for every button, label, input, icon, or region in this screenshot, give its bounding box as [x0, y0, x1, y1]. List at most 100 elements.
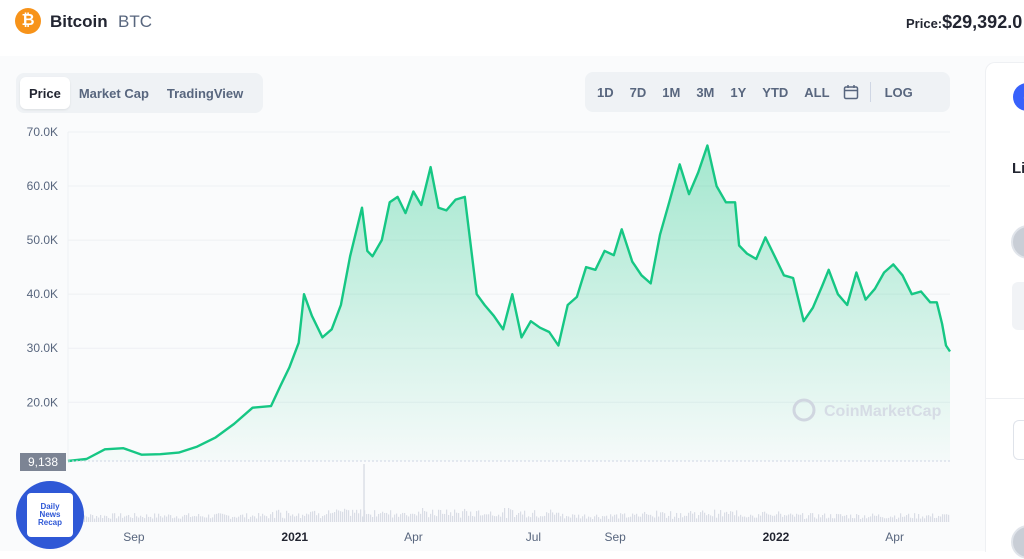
- range-1d-button[interactable]: 1D: [597, 84, 614, 100]
- volume-bar: [558, 512, 560, 522]
- range-7d-button[interactable]: 7D: [629, 84, 647, 100]
- volume-bar: [540, 516, 542, 522]
- volume-bar: [288, 513, 290, 522]
- volume-bar: [780, 513, 782, 522]
- range-divider: [869, 82, 871, 102]
- volume-bar: [406, 515, 408, 522]
- volume-bar: [866, 518, 868, 522]
- volume-bar: [690, 511, 692, 522]
- volume-bar: [594, 516, 596, 522]
- volume-bar: [586, 518, 588, 522]
- tab-market-cap[interactable]: Market Cap: [78, 85, 149, 101]
- side-info-icon[interactable]: ●: [1013, 83, 1024, 111]
- volume-bar: [108, 517, 110, 522]
- volume-bar: [110, 518, 112, 522]
- volume-bar: [170, 515, 172, 522]
- volume-bar: [536, 516, 538, 522]
- volume-bar: [552, 512, 554, 522]
- volume-bar: [822, 515, 824, 522]
- volume-bar: [544, 515, 546, 522]
- volume-bar: [720, 510, 722, 522]
- x-tick-label: 2022: [763, 530, 790, 544]
- tab-tradingview[interactable]: TradingView: [166, 85, 244, 101]
- volume-bar: [746, 517, 748, 522]
- volume-bar: [514, 517, 516, 522]
- volume-bar: [702, 510, 704, 522]
- volume-bar: [902, 516, 904, 522]
- volume-bar: [140, 515, 142, 522]
- volume-bar: [904, 516, 906, 522]
- volume-bar: [112, 513, 114, 522]
- volume-bar: [734, 515, 736, 522]
- volume-bar: [480, 515, 482, 522]
- volume-bar: [714, 509, 716, 522]
- volume-bar: [528, 516, 530, 522]
- volume-bar: [676, 512, 678, 522]
- volume-bar: [474, 516, 476, 522]
- volume-bar: [584, 514, 586, 522]
- volume-bar: [84, 515, 86, 522]
- start-price-label: 9,138: [28, 455, 58, 469]
- volume-bar: [382, 511, 384, 522]
- range-1m-button[interactable]: 1M: [662, 84, 681, 100]
- volume-bar: [834, 518, 836, 522]
- volume-bar: [438, 509, 440, 522]
- volume-bar: [88, 517, 90, 522]
- volume-bar: [232, 517, 234, 522]
- volume-bar: [252, 515, 254, 522]
- volume-bar: [918, 514, 920, 522]
- volume-bar: [526, 517, 528, 522]
- daily-news-recap-film-icon: Daily News Recap: [27, 493, 73, 537]
- volume-bar: [790, 513, 792, 522]
- coinmarketcap-logo-icon: [792, 398, 816, 422]
- volume-bar: [196, 516, 198, 522]
- volume-bar: [626, 517, 628, 522]
- volume-bar: [642, 513, 644, 522]
- volume-bar: [148, 516, 150, 522]
- range-all-button[interactable]: ALL: [804, 84, 830, 100]
- volume-bar: [534, 510, 536, 522]
- volume-bar: [810, 513, 812, 522]
- side-input-box[interactable]: [1013, 420, 1024, 460]
- volume-bar: [408, 516, 410, 522]
- volume-bar: [378, 513, 380, 522]
- log-scale-button[interactable]: LOG: [884, 84, 913, 100]
- price-label: Price:: [906, 16, 943, 31]
- volume-bar: [272, 512, 274, 522]
- volume-bar: [768, 514, 770, 522]
- volume-bar: [896, 518, 898, 522]
- volume-bar: [778, 511, 780, 522]
- range-1y-button[interactable]: 1Y: [730, 84, 747, 100]
- volume-bar: [488, 514, 490, 522]
- volume-bar: [172, 518, 174, 522]
- x-tick-label: Apr: [885, 530, 904, 544]
- tab-price[interactable]: Price: [20, 77, 70, 109]
- volume-bar: [754, 517, 756, 522]
- volume-bar: [842, 516, 844, 522]
- calendar-icon[interactable]: [842, 83, 860, 101]
- volume-bar: [226, 515, 228, 522]
- volume-bar: [570, 517, 572, 522]
- volume-bar: [914, 513, 916, 522]
- volume-bar: [206, 517, 208, 522]
- volume-bar: [792, 514, 794, 522]
- range-3m-button[interactable]: 3M: [696, 84, 715, 100]
- volume-bar: [782, 516, 784, 522]
- volume-bar: [464, 508, 466, 522]
- volume-bar: [890, 516, 892, 522]
- volume-bar: [482, 515, 484, 522]
- side-heading: Li: [1012, 160, 1024, 177]
- volume-bar: [432, 509, 434, 522]
- volume-bar: [256, 518, 258, 522]
- volume-bar: [236, 517, 238, 522]
- volume-bar: [360, 509, 362, 522]
- volume-bar: [402, 512, 404, 522]
- range-ytd-button[interactable]: YTD: [762, 84, 789, 100]
- volume-bar: [684, 515, 686, 522]
- volume-bar: [878, 514, 880, 522]
- volume-bar: [260, 516, 262, 522]
- volume-bar: [326, 514, 328, 522]
- volume-bar: [134, 513, 136, 522]
- volume-bar: [846, 514, 848, 522]
- volume-bar: [616, 514, 618, 522]
